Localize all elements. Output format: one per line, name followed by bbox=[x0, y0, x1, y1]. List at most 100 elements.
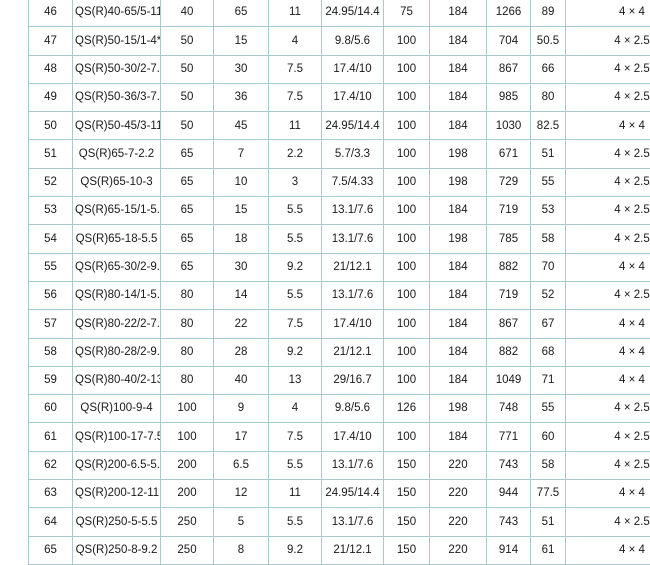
cell-outlet: 67 bbox=[531, 310, 566, 338]
cell-speed: 198 bbox=[430, 140, 487, 168]
cell-bore-size: 80 bbox=[161, 281, 214, 309]
cell-bore-size: 65 bbox=[161, 140, 214, 168]
cell-weight: 1266 bbox=[487, 0, 531, 27]
cell-model-code: QS(R)50-36/3-7.5 bbox=[73, 83, 161, 111]
cell-outlet: 58 bbox=[531, 225, 566, 253]
cell-weight: 882 bbox=[487, 253, 531, 281]
cell-weight: 719 bbox=[487, 281, 531, 309]
cell-row-number: 47 bbox=[29, 27, 73, 55]
cell-speed: 184 bbox=[430, 366, 487, 394]
cell-model-code: QS(R)80-14/1-5.5* bbox=[73, 281, 161, 309]
cell-current: 24.95/14.4 bbox=[322, 480, 384, 508]
cell-row-number: 58 bbox=[29, 338, 73, 366]
cell-current: 13.1/7.6 bbox=[322, 281, 384, 309]
cell-speed: 220 bbox=[430, 480, 487, 508]
cell-row-number: 57 bbox=[29, 310, 73, 338]
cell-outlet: 51 bbox=[531, 140, 566, 168]
cell-row-number: 46 bbox=[29, 0, 73, 27]
cell-speed: 184 bbox=[430, 55, 487, 83]
cell-head: 11 bbox=[269, 480, 322, 508]
cell-bore-size: 80 bbox=[161, 338, 214, 366]
cell-current: 9.8/5.6 bbox=[322, 395, 384, 423]
cell-power: 150 bbox=[384, 480, 430, 508]
cell-cable-spec: 4 × 4 bbox=[566, 480, 650, 508]
cell-model-code: QS(R)65-15/1-5.5* bbox=[73, 197, 161, 225]
cell-power: 100 bbox=[384, 423, 430, 451]
cell-outlet: 89 bbox=[531, 0, 566, 27]
cell-current: 24.95/14.4 bbox=[322, 112, 384, 140]
cell-row-number: 59 bbox=[29, 366, 73, 394]
cell-model-code: QS(R)65-10-3 bbox=[73, 168, 161, 196]
cell-head: 5.5 bbox=[269, 197, 322, 225]
cell-bore-size: 80 bbox=[161, 310, 214, 338]
cell-row-number: 60 bbox=[29, 395, 73, 423]
cell-head: 7.5 bbox=[269, 423, 322, 451]
cell-model-code: QS(R)40-65/5-11* bbox=[73, 0, 161, 27]
cell-flow-rate: 5 bbox=[214, 508, 269, 536]
cell-row-number: 61 bbox=[29, 423, 73, 451]
cell-power: 100 bbox=[384, 281, 430, 309]
cell-outlet: 61 bbox=[531, 536, 566, 564]
cell-power: 100 bbox=[384, 366, 430, 394]
cell-flow-rate: 8 bbox=[214, 536, 269, 564]
cell-weight: 748 bbox=[487, 395, 531, 423]
table-row: 56QS(R)80-14/1-5.5*80145.513.1/7.6100184… bbox=[29, 281, 650, 309]
cell-model-code: QS(R)80-40/2-13 bbox=[73, 366, 161, 394]
cell-bore-size: 65 bbox=[161, 253, 214, 281]
cell-power: 100 bbox=[384, 140, 430, 168]
cell-flow-rate: 30 bbox=[214, 253, 269, 281]
cell-speed: 198 bbox=[430, 225, 487, 253]
cell-power: 150 bbox=[384, 451, 430, 479]
cell-speed: 184 bbox=[430, 281, 487, 309]
cell-row-number: 56 bbox=[29, 281, 73, 309]
cell-speed: 184 bbox=[430, 83, 487, 111]
cell-row-number: 50 bbox=[29, 112, 73, 140]
cell-flow-rate: 12 bbox=[214, 480, 269, 508]
cell-current: 17.4/10 bbox=[322, 310, 384, 338]
cell-flow-rate: 45 bbox=[214, 112, 269, 140]
cell-outlet: 51 bbox=[531, 508, 566, 536]
cell-power: 75 bbox=[384, 0, 430, 27]
cell-speed: 220 bbox=[430, 508, 487, 536]
cell-current: 13.1/7.6 bbox=[322, 225, 384, 253]
cell-weight: 743 bbox=[487, 508, 531, 536]
cell-flow-rate: 10 bbox=[214, 168, 269, 196]
cell-bore-size: 100 bbox=[161, 423, 214, 451]
cell-speed: 184 bbox=[430, 197, 487, 225]
cell-outlet: 68 bbox=[531, 338, 566, 366]
cell-flow-rate: 30 bbox=[214, 55, 269, 83]
cell-model-code: QS(R)50-15/1-4* bbox=[73, 27, 161, 55]
cell-current: 13.1/7.6 bbox=[322, 451, 384, 479]
cell-weight: 719 bbox=[487, 197, 531, 225]
cell-weight: 771 bbox=[487, 423, 531, 451]
cell-power: 100 bbox=[384, 310, 430, 338]
cell-current: 17.4/10 bbox=[322, 83, 384, 111]
cell-weight: 785 bbox=[487, 225, 531, 253]
cell-outlet: 55 bbox=[531, 168, 566, 196]
cell-row-number: 64 bbox=[29, 508, 73, 536]
cell-bore-size: 50 bbox=[161, 55, 214, 83]
cell-model-code: QS(R)50-45/3-11* bbox=[73, 112, 161, 140]
cell-cable-spec: 4 × 2.5 bbox=[566, 281, 650, 309]
cell-power: 100 bbox=[384, 27, 430, 55]
cell-flow-rate: 17 bbox=[214, 423, 269, 451]
cell-flow-rate: 18 bbox=[214, 225, 269, 253]
cell-head: 5.5 bbox=[269, 508, 322, 536]
cell-model-code: QS(R)50-30/2-7.5* bbox=[73, 55, 161, 83]
cell-power: 100 bbox=[384, 225, 430, 253]
cell-outlet: 77.5 bbox=[531, 480, 566, 508]
cell-head: 5.5 bbox=[269, 225, 322, 253]
cell-head: 5.5 bbox=[269, 281, 322, 309]
cell-flow-rate: 9 bbox=[214, 395, 269, 423]
cell-flow-rate: 14 bbox=[214, 281, 269, 309]
cell-speed: 220 bbox=[430, 451, 487, 479]
